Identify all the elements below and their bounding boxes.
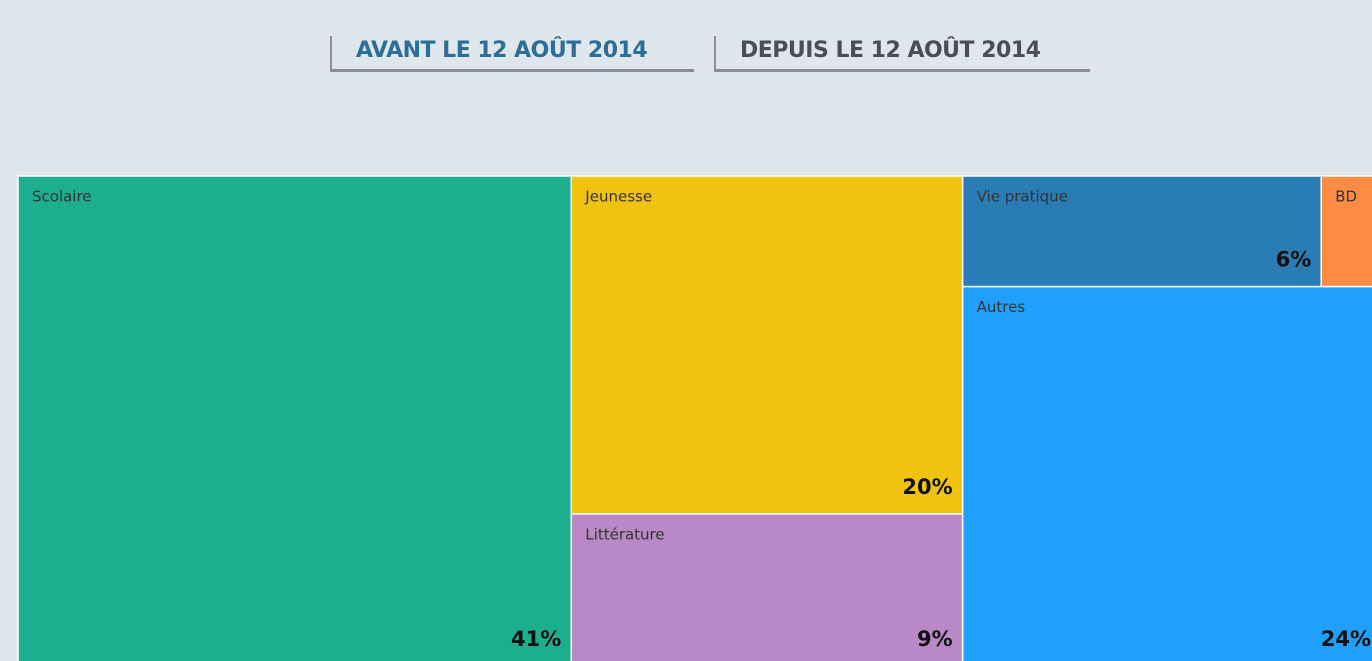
tile-label: Vie pratique	[977, 188, 1068, 206]
value-label: 6%	[1276, 248, 1312, 272]
toggle-button[interactable]: AVANT LE 12 AOÛT 2014	[330, 36, 694, 72]
tile	[17, 175, 573, 661]
tile-label: BD	[1335, 188, 1357, 206]
value-label: 41%	[511, 627, 561, 651]
toggle-button[interactable]: DEPUIS LE 12 AOÛT 2014	[714, 36, 1090, 72]
tile-label: Littérature	[585, 525, 664, 543]
tile	[570, 175, 964, 515]
tile	[570, 513, 964, 661]
value-label: 9%	[917, 627, 953, 651]
value-label: 20%	[902, 475, 952, 499]
tile-label: Autres	[977, 298, 1026, 316]
tile	[961, 175, 1322, 288]
value-label: 24%	[1321, 627, 1371, 651]
tile	[961, 285, 1372, 661]
tile-label: Jeunesse	[584, 188, 652, 206]
tile-label: Scolaire	[32, 188, 92, 206]
tile	[1320, 175, 1372, 288]
